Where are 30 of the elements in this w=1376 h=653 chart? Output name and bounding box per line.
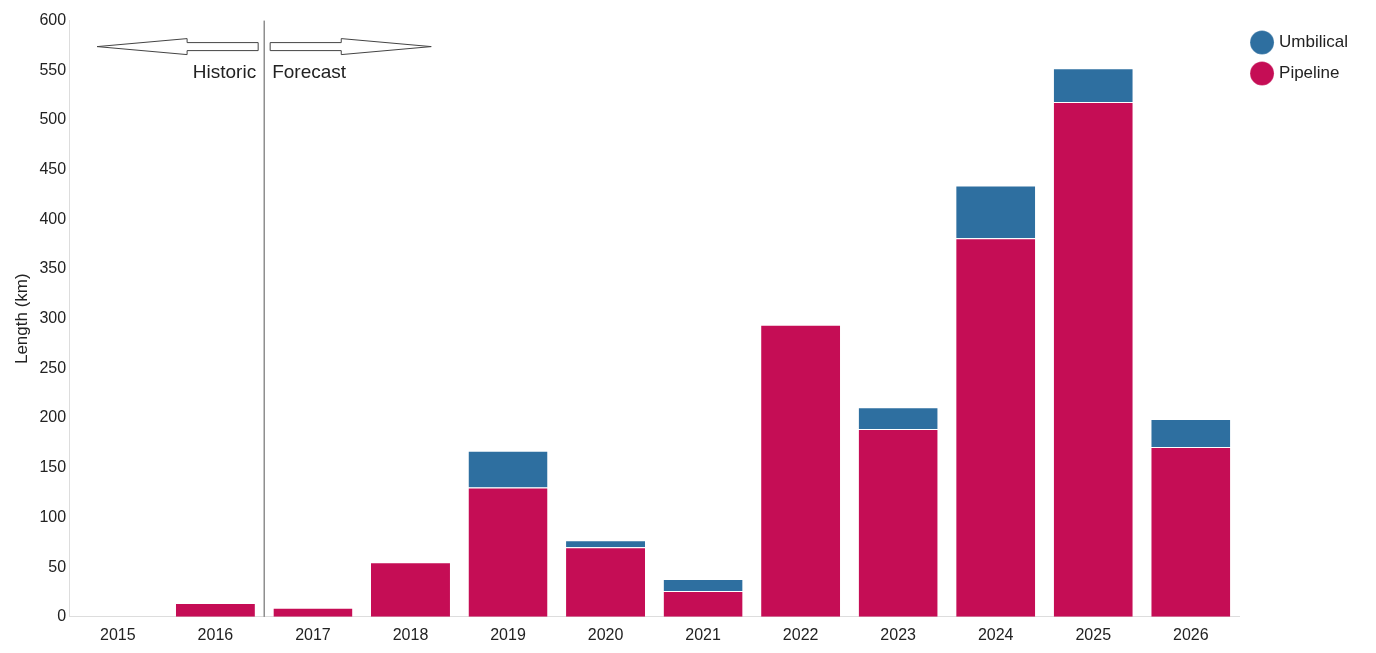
x-tick-label: 2024 — [977, 625, 1014, 643]
x-tick-label: 2018 — [392, 625, 429, 643]
y-tick-label: 300 — [39, 309, 67, 327]
y-tick-label: 600 — [39, 11, 67, 29]
x-tick-label: 2017 — [295, 625, 331, 643]
x-tick-label: 2019 — [490, 625, 526, 643]
y-tick-label: 150 — [39, 458, 67, 476]
y-tick-label: 50 — [48, 557, 67, 575]
y-tick-label: 400 — [39, 209, 67, 227]
y-axis-title: Length (km) — [11, 273, 31, 365]
x-tick-label: 2025 — [1075, 625, 1112, 643]
x-tick-label: 2022 — [782, 625, 819, 643]
y-tick-label: 100 — [39, 507, 67, 525]
y-tick-label: 350 — [39, 259, 67, 277]
legend-label: Pipeline — [1279, 63, 1340, 83]
y-tick-label: 0 — [57, 607, 67, 625]
y-tick-label: 450 — [39, 160, 67, 178]
annotation: Historic — [192, 60, 257, 82]
y-tick-label: 250 — [39, 358, 67, 376]
x-tick-label: 2023 — [880, 625, 917, 643]
y-tick-label: 200 — [39, 408, 67, 426]
x-tick-label: 2015 — [100, 625, 136, 643]
annotation: Forecast — [272, 60, 347, 82]
x-tick-label: 2021 — [685, 625, 721, 643]
y-tick-label: 500 — [39, 110, 67, 128]
x-tick-label: 2016 — [197, 625, 234, 643]
y-tick-label: 550 — [39, 60, 67, 78]
legend-label: Umbilical — [1279, 32, 1349, 52]
x-tick-label: 2020 — [587, 625, 624, 643]
x-tick-label: 2026 — [1172, 625, 1209, 643]
